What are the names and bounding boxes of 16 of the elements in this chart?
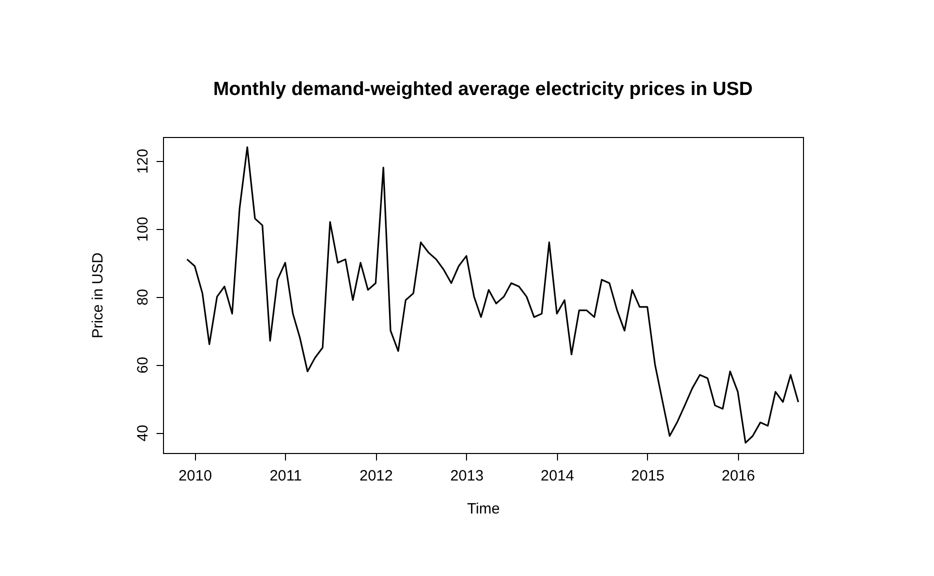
x-tick-label: 2013 — [450, 468, 484, 484]
line-series — [186, 146, 800, 444]
y-tick-label: 80 — [134, 288, 152, 306]
x-tick-label: 2012 — [359, 468, 393, 484]
chart-title: Monthly demand-weighted average electricity prices in USD — [213, 79, 753, 100]
y-tick-label: 120 — [134, 148, 152, 174]
x-tick-label: 2011 — [270, 468, 302, 484]
x-axis-title: Time — [467, 500, 500, 518]
x-tick-label: 2014 — [540, 468, 574, 484]
x-tick-label: 2010 — [178, 468, 212, 484]
y-tick-label: 60 — [134, 356, 152, 374]
x-tick-label: 2016 — [722, 468, 755, 484]
x-tick-label: 2015 — [631, 468, 665, 484]
y-axis-title: Price in USD — [90, 252, 106, 338]
y-tick-label: 40 — [134, 424, 152, 442]
y-tick-label: 100 — [134, 216, 152, 242]
